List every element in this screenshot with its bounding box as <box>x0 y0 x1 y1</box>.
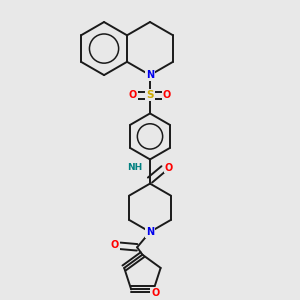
Text: O: O <box>165 163 173 172</box>
Text: O: O <box>111 240 119 250</box>
Text: N: N <box>146 70 154 80</box>
Text: S: S <box>146 90 154 100</box>
Text: O: O <box>151 288 159 298</box>
Text: O: O <box>163 90 171 100</box>
Text: O: O <box>129 90 137 100</box>
Text: N: N <box>146 227 154 237</box>
Text: NH: NH <box>127 163 142 172</box>
